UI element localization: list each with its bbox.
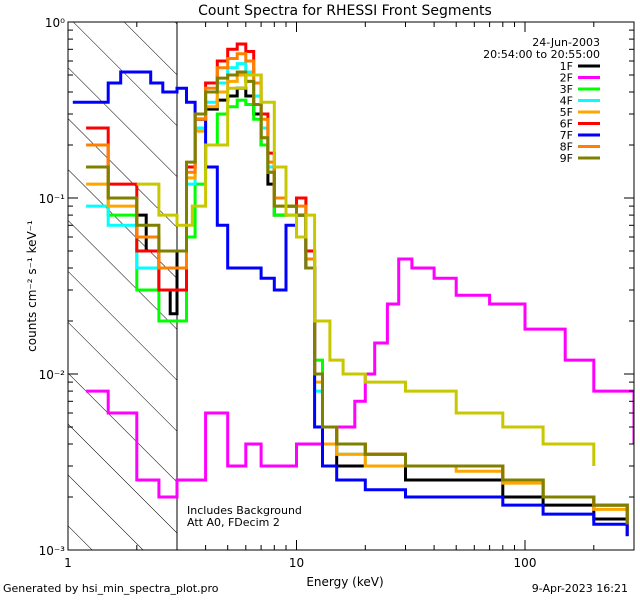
chart-title: Count Spectra for RHESSI Front Segments — [198, 3, 492, 19]
series-line-7f — [72, 70, 629, 537]
x-tick-label: 100 — [514, 556, 537, 570]
time-range-label: 20:54:00 to 20:55:00 — [483, 48, 600, 61]
series-line-9f — [86, 70, 629, 525]
series-line-unlabeled-9 — [136, 73, 596, 466]
legend-label: 8F — [560, 141, 573, 154]
axis-labels: 1 10 100 10⁰ 10⁻¹ 10⁻² 10⁻³ — [39, 16, 537, 570]
footer-timestamp: 9-Apr-2023 16:21 — [531, 582, 628, 595]
legend-label: 1F — [560, 60, 573, 73]
annotation-background: Includes Background — [187, 504, 302, 517]
y-tick-label: 10⁻² — [39, 368, 66, 382]
legend-label: 3F — [560, 83, 573, 96]
legend-label: 7F — [560, 129, 573, 142]
series-line-1f — [136, 86, 629, 537]
legend-label: 4F — [560, 95, 573, 108]
x-tick-label: 10 — [289, 556, 304, 570]
annotation-attenuator: Att A0, FDecim 2 — [187, 516, 280, 529]
legend-label: 6F — [560, 118, 573, 131]
series-layer — [72, 42, 634, 537]
y-tick-label: 10⁻³ — [39, 544, 66, 558]
plot-frame — [67, 21, 635, 551]
x-axis-label: Energy (keV) — [306, 575, 383, 589]
date-label: 24-Jun-2003 — [532, 36, 600, 49]
legend-label: 5F — [560, 106, 573, 119]
y-tick-label: 10⁰ — [45, 16, 65, 30]
axis-ticks — [67, 21, 635, 551]
y-tick-label: 10⁻¹ — [39, 192, 66, 206]
legend-label: 9F — [560, 152, 573, 165]
footer-generated: Generated by hsi_min_spectra_plot.pro — [3, 582, 219, 595]
x-tick-label: 1 — [64, 556, 72, 570]
y-axis-label: counts cm⁻² s⁻¹ keV⁻¹ — [25, 220, 39, 352]
legend-label: 2F — [560, 72, 573, 85]
series-line-2f — [86, 257, 634, 499]
